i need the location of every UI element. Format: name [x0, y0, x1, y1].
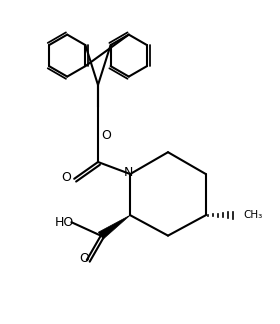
- Polygon shape: [98, 215, 130, 239]
- Text: N: N: [124, 166, 134, 179]
- Text: O: O: [61, 171, 71, 184]
- Text: O: O: [79, 252, 89, 265]
- Text: CH₃: CH₃: [243, 210, 262, 220]
- Text: O: O: [101, 129, 111, 142]
- Text: HO: HO: [55, 216, 74, 229]
